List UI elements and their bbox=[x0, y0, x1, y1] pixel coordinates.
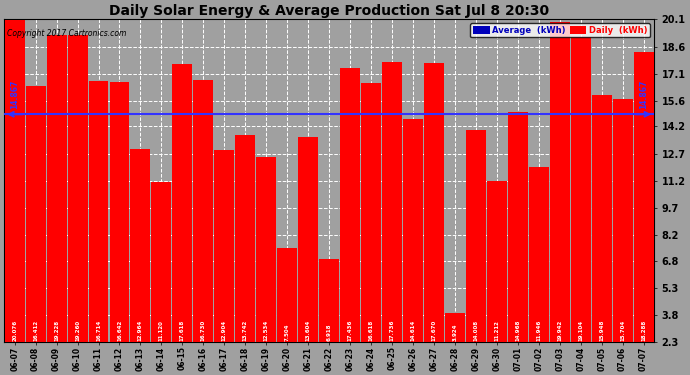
Bar bbox=[382, 62, 402, 342]
Text: 17.618: 17.618 bbox=[180, 320, 185, 341]
Text: 12.904: 12.904 bbox=[221, 320, 227, 341]
Bar bbox=[403, 119, 423, 342]
Text: 20.076: 20.076 bbox=[12, 320, 17, 341]
Bar bbox=[361, 82, 381, 342]
Text: 6.918: 6.918 bbox=[326, 324, 332, 341]
Bar bbox=[592, 94, 611, 342]
Title: Daily Solar Energy & Average Production Sat Jul 8 20:30: Daily Solar Energy & Average Production … bbox=[109, 4, 549, 18]
Bar bbox=[235, 135, 255, 342]
Text: 16.618: 16.618 bbox=[368, 320, 373, 341]
Text: Copyright 2017 Cartronics.com: Copyright 2017 Cartronics.com bbox=[8, 29, 127, 38]
Text: 14.867: 14.867 bbox=[639, 80, 648, 109]
Bar bbox=[445, 313, 465, 342]
Bar bbox=[487, 181, 506, 342]
Text: 12.964: 12.964 bbox=[138, 320, 143, 341]
Text: 19.260: 19.260 bbox=[75, 320, 80, 341]
Text: 17.436: 17.436 bbox=[348, 320, 353, 341]
Legend: Average  (kWh), Daily  (kWh): Average (kWh), Daily (kWh) bbox=[471, 24, 650, 38]
Text: 19.228: 19.228 bbox=[54, 320, 59, 341]
Bar bbox=[613, 99, 633, 342]
Text: 13.742: 13.742 bbox=[243, 320, 248, 341]
Bar bbox=[424, 63, 444, 342]
Text: 17.736: 17.736 bbox=[390, 320, 395, 341]
Bar bbox=[529, 167, 549, 342]
Text: 16.714: 16.714 bbox=[96, 320, 101, 341]
Bar bbox=[26, 86, 46, 342]
Bar bbox=[550, 22, 570, 342]
Bar bbox=[151, 182, 171, 342]
Text: 11.212: 11.212 bbox=[494, 321, 500, 341]
Bar bbox=[47, 35, 66, 342]
Text: 12.534: 12.534 bbox=[264, 320, 268, 341]
Bar bbox=[319, 258, 339, 342]
Text: 3.924: 3.924 bbox=[453, 324, 457, 341]
Text: 15.948: 15.948 bbox=[599, 320, 604, 341]
Bar bbox=[172, 64, 193, 342]
Text: 14.614: 14.614 bbox=[411, 320, 415, 341]
Text: 11.120: 11.120 bbox=[159, 321, 164, 341]
Bar bbox=[256, 157, 276, 342]
Bar bbox=[5, 20, 25, 342]
Bar bbox=[571, 38, 591, 342]
Bar bbox=[130, 149, 150, 342]
Text: 14.867: 14.867 bbox=[10, 80, 19, 109]
Text: 19.942: 19.942 bbox=[558, 320, 562, 341]
Text: 16.412: 16.412 bbox=[33, 320, 38, 341]
Bar bbox=[277, 248, 297, 342]
Bar bbox=[340, 68, 360, 342]
Bar bbox=[215, 150, 234, 342]
Bar bbox=[508, 112, 528, 342]
Bar bbox=[110, 82, 130, 342]
Text: 14.968: 14.968 bbox=[515, 320, 520, 341]
Bar bbox=[466, 130, 486, 342]
Text: 14.008: 14.008 bbox=[473, 320, 478, 341]
Text: 18.288: 18.288 bbox=[641, 320, 646, 341]
Text: 19.104: 19.104 bbox=[578, 320, 583, 341]
Text: 17.670: 17.670 bbox=[431, 320, 437, 341]
Bar bbox=[193, 81, 213, 342]
Bar bbox=[633, 52, 653, 342]
Text: 16.642: 16.642 bbox=[117, 320, 122, 341]
Bar bbox=[298, 137, 318, 342]
Text: 11.946: 11.946 bbox=[536, 320, 541, 341]
Text: 7.504: 7.504 bbox=[285, 324, 290, 341]
Bar bbox=[68, 34, 88, 342]
Text: 16.730: 16.730 bbox=[201, 320, 206, 341]
Bar bbox=[88, 81, 108, 342]
Text: 15.704: 15.704 bbox=[620, 320, 625, 341]
Text: 13.604: 13.604 bbox=[306, 320, 310, 341]
